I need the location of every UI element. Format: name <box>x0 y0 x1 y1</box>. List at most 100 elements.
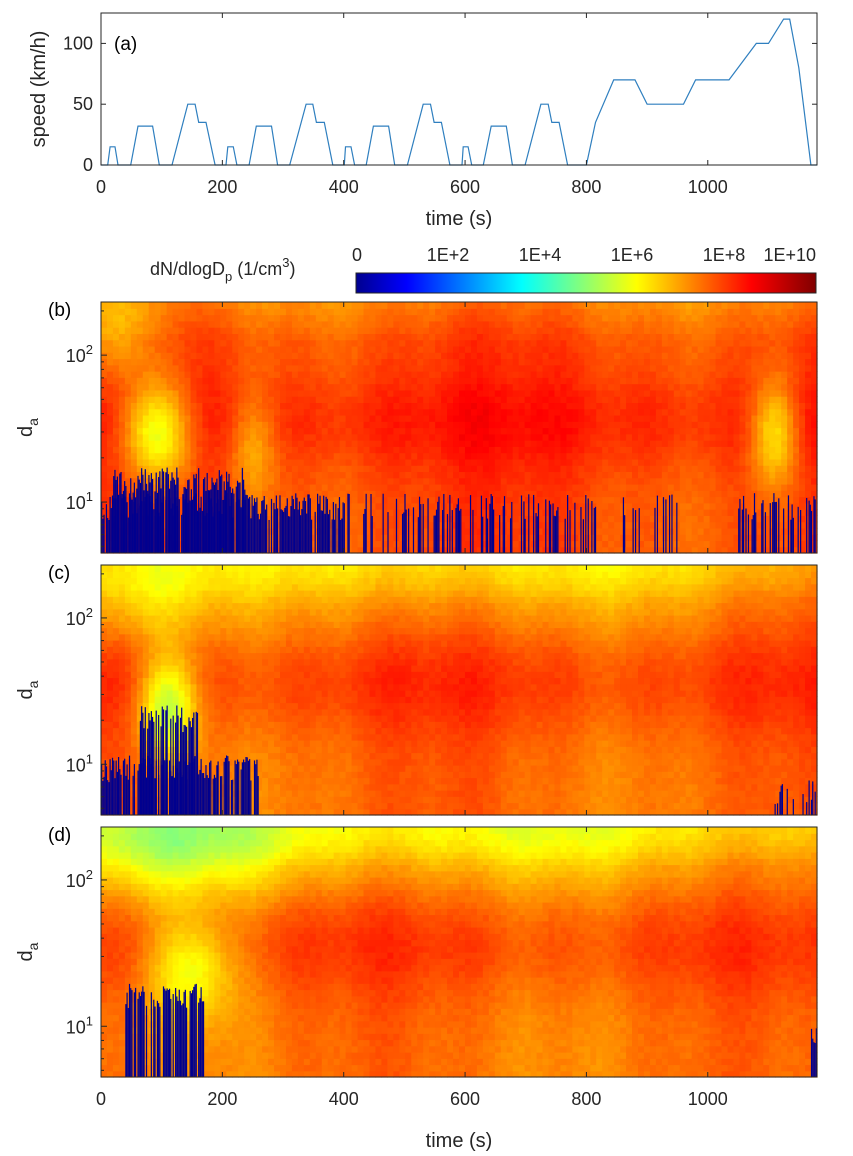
heatmap-cell <box>184 471 192 479</box>
heatmap-cell <box>578 515 585 523</box>
heatmap-cell <box>518 345 526 353</box>
heatmap-cell <box>763 509 770 516</box>
heatmap-cell <box>321 477 329 485</box>
heatmap-cell <box>661 490 669 498</box>
heatmap-cell <box>327 339 335 347</box>
heatmap-cell <box>411 427 418 435</box>
heatmap-cell <box>411 471 418 479</box>
heatmap-cell <box>411 371 418 378</box>
heatmap-cell <box>811 440 818 447</box>
heatmap-cell <box>124 371 132 378</box>
heatmap-cell <box>214 358 221 366</box>
heatmap-cell <box>112 446 120 454</box>
heatmap-cell <box>727 534 735 542</box>
heatmap-cell <box>172 327 180 334</box>
heatmap-cell <box>691 308 699 316</box>
heatmap-cell <box>572 452 579 460</box>
heatmap-cell <box>620 427 627 435</box>
heatmap-cell <box>667 546 675 554</box>
heatmap-cell <box>566 383 573 391</box>
heatmap-cell <box>453 471 460 479</box>
heatmap-cell <box>429 414 436 422</box>
heatmap-cell <box>482 433 490 441</box>
heatmap-cell <box>572 534 579 542</box>
heatmap-cell <box>381 515 388 523</box>
heatmap-cell <box>411 490 418 498</box>
heatmap-cell <box>363 502 371 510</box>
heatmap-cell <box>739 502 746 510</box>
heatmap-cell <box>148 352 156 360</box>
heatmap-cell <box>739 383 746 391</box>
heatmap-cell <box>643 465 651 473</box>
heatmap-cell <box>488 483 496 491</box>
heatmap-cell <box>220 339 227 347</box>
heatmap-cell <box>787 345 794 353</box>
heatmap-cell <box>285 496 293 504</box>
heatmap-cell <box>500 327 508 334</box>
heatmap-cell <box>769 364 776 372</box>
heatmap-cell <box>590 402 597 410</box>
heatmap-cell <box>566 302 573 309</box>
heatmap-cell <box>232 383 239 391</box>
heatmap-cell <box>124 402 132 410</box>
heatmap-cell <box>381 490 388 498</box>
heatmap-cell <box>453 490 460 498</box>
heatmap-cell <box>291 383 299 391</box>
heatmap-cell <box>649 345 657 353</box>
heatmap-cell <box>405 471 412 479</box>
heatmap-cell <box>560 465 567 473</box>
heatmap-cell <box>691 496 699 504</box>
heatmap-cell <box>441 352 448 360</box>
heatmap-cell <box>638 371 645 378</box>
heatmap-cell <box>721 396 729 404</box>
heatmap-cell <box>649 540 657 548</box>
heatmap-cell <box>387 490 394 498</box>
heatmap-cell <box>435 345 442 353</box>
heatmap-cell <box>697 327 705 334</box>
heatmap-cell <box>620 377 627 385</box>
heatmap-cell <box>399 483 406 491</box>
heatmap-cell <box>411 377 418 385</box>
heatmap-cell <box>697 483 705 491</box>
heatmap-cell <box>685 358 693 366</box>
heatmap-cell <box>518 440 526 447</box>
heatmap-cell <box>494 452 502 460</box>
heatmap-cell <box>584 465 591 473</box>
heatmap-cell <box>399 452 406 460</box>
heatmap-cell <box>661 527 669 535</box>
heatmap-cell <box>351 327 359 334</box>
heatmap-cell <box>542 389 550 397</box>
heatmap-cell <box>327 546 335 554</box>
heatmap-cell <box>805 527 812 535</box>
heatmap-cell <box>632 427 639 435</box>
heatmap-cell <box>166 333 174 341</box>
heatmap-cell <box>154 345 162 353</box>
heatmap-cell <box>375 490 383 498</box>
heatmap-cell <box>148 327 156 334</box>
heatmap-cell <box>166 339 174 347</box>
heatmap-cell <box>691 320 699 328</box>
heatmap-cell <box>685 458 693 466</box>
heatmap-cell <box>524 414 532 422</box>
heatmap-cell <box>781 534 788 542</box>
colorbar-title-unit: (1/cm <box>232 259 282 279</box>
heatmap-cell <box>787 421 794 429</box>
heatmap-cell <box>626 446 633 454</box>
heatmap-cell <box>727 339 735 347</box>
heatmap-cell <box>793 327 800 334</box>
heatmap-cell <box>769 320 776 328</box>
heatmap-cell <box>327 396 335 404</box>
heatmap-cell <box>190 327 198 334</box>
heatmap-cell <box>632 408 639 416</box>
heatmap-cell <box>375 339 383 347</box>
heatmap-cell <box>339 364 347 372</box>
heatmap-cell <box>441 377 448 385</box>
heatmap-cell <box>268 308 275 316</box>
heatmap-cell <box>649 546 657 554</box>
heatmap-cell <box>256 477 263 485</box>
heatmap-cell <box>303 408 311 416</box>
heatmap-cell <box>721 358 729 366</box>
heatmap-cell <box>584 534 591 542</box>
heatmap-cell <box>727 509 735 516</box>
heatmap-cell <box>351 471 359 479</box>
